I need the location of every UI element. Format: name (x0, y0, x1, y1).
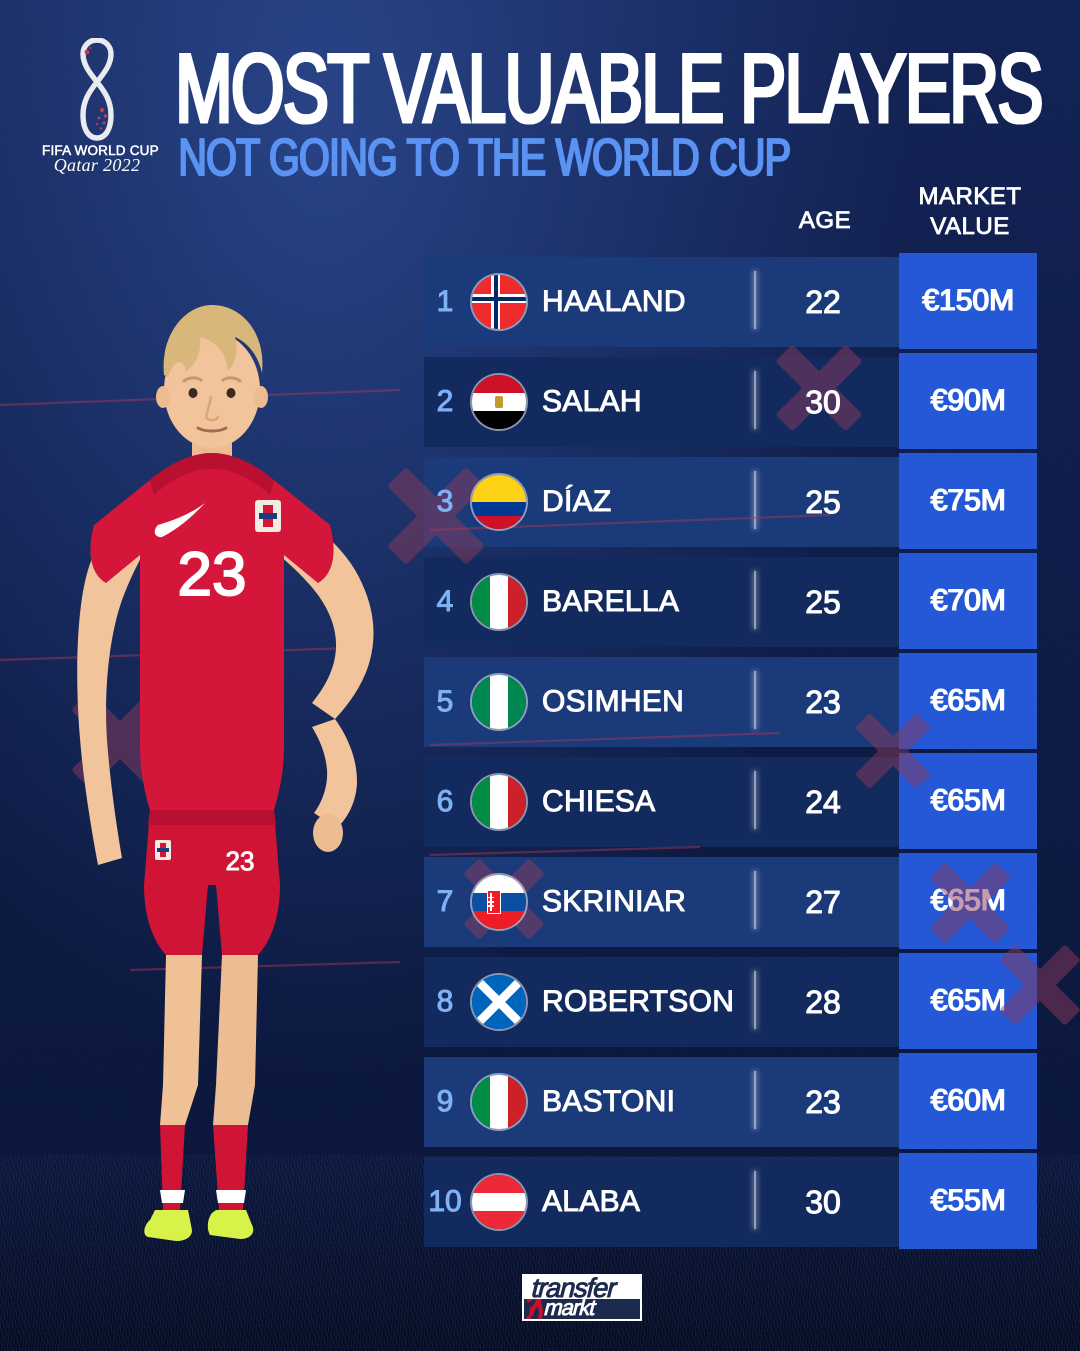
svg-text:23: 23 (226, 846, 255, 876)
svg-text:23: 23 (178, 540, 247, 609)
